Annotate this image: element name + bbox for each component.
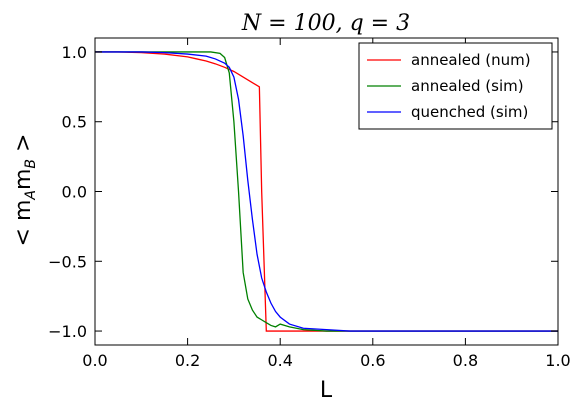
legend-label-0: annealed (num) (411, 51, 531, 69)
y-axis-label: < mAmB > (11, 134, 39, 247)
y-axis-label-part: > (11, 134, 36, 159)
x-tick-label: 1.0 (545, 351, 570, 370)
chart-title: N = 100, q = 3 (241, 11, 410, 36)
y-axis-label-part: < m (11, 200, 36, 247)
series-line-0 (95, 51, 558, 332)
y-tick-label: −1.0 (48, 322, 87, 341)
y-axis-label-subscript: A (23, 190, 39, 201)
y-axis-label-part: m (11, 169, 36, 190)
series-line-2 (95, 51, 558, 332)
x-tick-label: 0.8 (453, 351, 478, 370)
y-axis-label-subscript: B (23, 159, 39, 169)
x-tick-label: 0.2 (175, 351, 200, 370)
legend: annealed (num) annealed (sim) quenched (si… (358, 42, 553, 130)
plot-area: 0.0 0.2 0.4 0.6 0.8 1.0 −1.0 −0.5 0.0 0.5 1.0 (48, 37, 571, 370)
x-tick-label: 0.6 (360, 351, 385, 370)
y-tick-label: −0.5 (48, 252, 87, 271)
legend-label-2: quenched (sim) (411, 103, 528, 121)
y-tick-label: 1.0 (62, 43, 87, 62)
x-axis-label: L (320, 378, 333, 403)
y-tick-label: 0.5 (62, 113, 87, 132)
legend-label-1: annealed (sim) (411, 77, 524, 95)
y-tick-label: 0.0 (62, 183, 87, 202)
x-tick-label: 0.4 (267, 351, 292, 370)
x-tick-label: 0.0 (82, 351, 107, 370)
series-line-1 (95, 51, 558, 332)
